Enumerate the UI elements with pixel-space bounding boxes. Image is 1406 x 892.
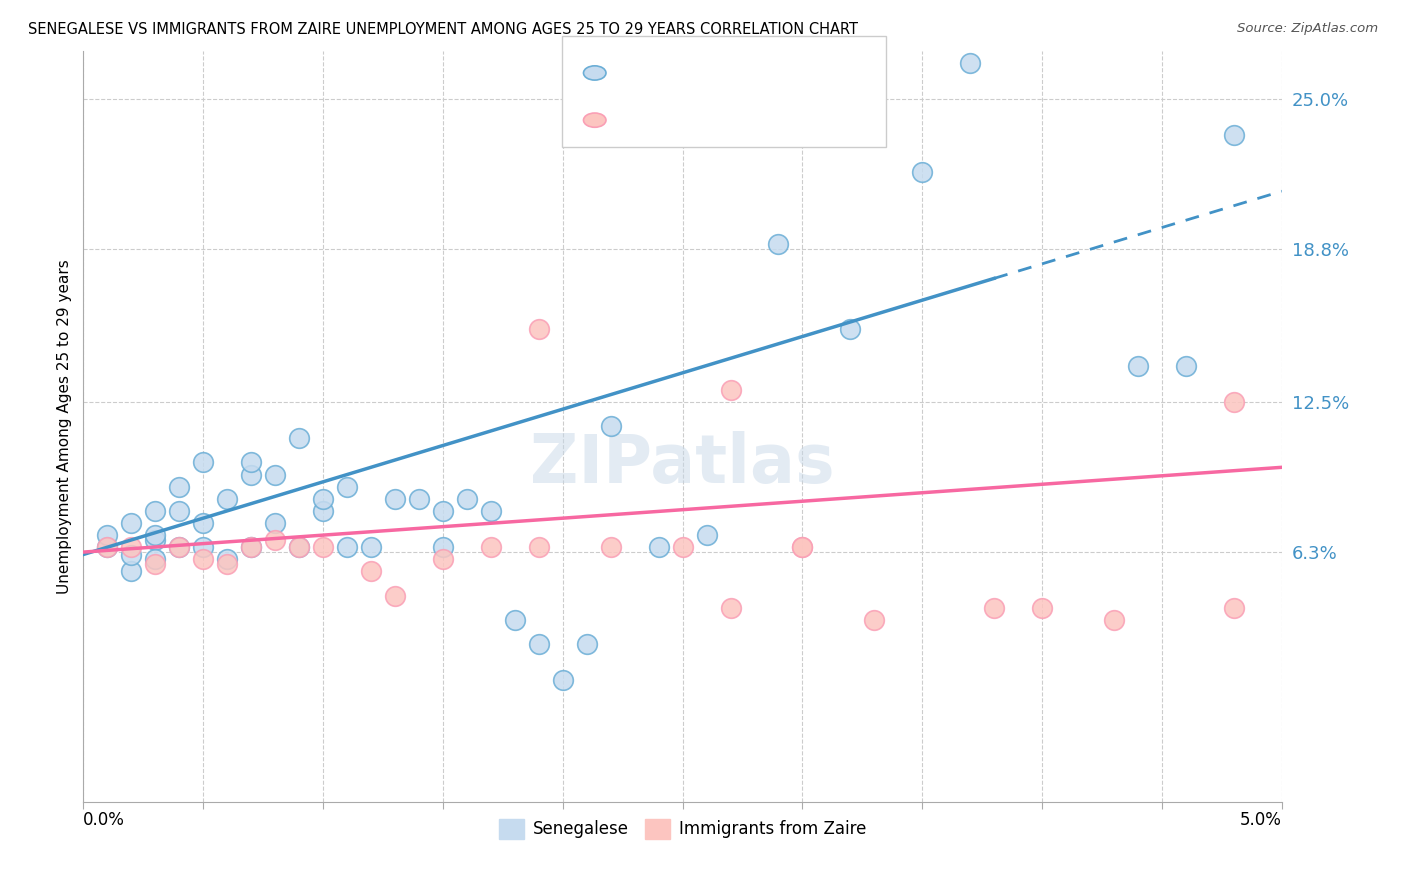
Point [288, 540, 311, 554]
Point [360, 540, 382, 554]
Point [288, 540, 311, 554]
Point [312, 491, 335, 506]
Point [264, 467, 287, 482]
Point [720, 600, 742, 615]
Point [503, 613, 526, 627]
Point [1223, 128, 1246, 143]
Point [264, 533, 287, 547]
Point [120, 565, 142, 579]
Point [312, 540, 335, 554]
Point [240, 540, 263, 554]
Point [1223, 395, 1246, 409]
Point [191, 540, 214, 554]
Point [792, 540, 814, 554]
Point [120, 516, 142, 530]
Point [167, 540, 190, 554]
Point [456, 491, 478, 506]
Point [96, 540, 118, 554]
Text: 0.364: 0.364 [661, 64, 717, 82]
Point [167, 480, 190, 494]
Point [839, 322, 862, 336]
Point [143, 552, 166, 566]
Text: Source: ZipAtlas.com: Source: ZipAtlas.com [1237, 22, 1378, 36]
Text: 24: 24 [756, 112, 782, 129]
Point [264, 516, 287, 530]
Point [432, 504, 454, 518]
Point [240, 540, 263, 554]
Point [575, 637, 598, 651]
Y-axis label: Unemployment Among Ages 25 to 29 years: Unemployment Among Ages 25 to 29 years [58, 259, 72, 593]
Text: N =: N = [710, 112, 762, 129]
Point [384, 589, 406, 603]
Point [143, 504, 166, 518]
Point [1031, 600, 1053, 615]
Point [720, 383, 742, 397]
Point [959, 55, 981, 70]
Text: R =: R = [616, 64, 655, 82]
Point [120, 540, 142, 554]
Point [432, 552, 454, 566]
Point [1126, 359, 1149, 373]
Point [384, 491, 406, 506]
Text: 49: 49 [756, 64, 782, 82]
Legend: Senegalese, Immigrants from Zaire: Senegalese, Immigrants from Zaire [492, 812, 873, 846]
Point [143, 528, 166, 542]
Point [217, 558, 239, 572]
Point [240, 467, 263, 482]
Point [336, 540, 359, 554]
Point [696, 528, 718, 542]
Point [1175, 359, 1198, 373]
Point [551, 673, 574, 688]
Point [599, 419, 621, 434]
Point [432, 540, 454, 554]
Point [527, 637, 550, 651]
Text: SENEGALESE VS IMMIGRANTS FROM ZAIRE UNEMPLOYMENT AMONG AGES 25 TO 29 YEARS CORRE: SENEGALESE VS IMMIGRANTS FROM ZAIRE UNEM… [28, 22, 858, 37]
Point [647, 540, 669, 554]
Point [1102, 613, 1125, 627]
Point [312, 504, 335, 518]
Text: R =: R = [616, 112, 661, 129]
Point [911, 165, 934, 179]
Point [768, 237, 790, 252]
Point [599, 540, 621, 554]
Point [792, 540, 814, 554]
Point [527, 322, 550, 336]
Point [167, 504, 190, 518]
Point [143, 558, 166, 572]
Point [983, 600, 1005, 615]
Point [191, 455, 214, 469]
Point [191, 516, 214, 530]
Point [408, 491, 430, 506]
Point [217, 552, 239, 566]
Point [96, 540, 118, 554]
Point [143, 533, 166, 547]
Point [217, 491, 239, 506]
Point [527, 540, 550, 554]
Point [191, 552, 214, 566]
Text: ZIPatlas: ZIPatlas [530, 431, 835, 497]
Text: N =: N = [710, 64, 762, 82]
Point [96, 528, 118, 542]
Text: 0.161: 0.161 [661, 112, 717, 129]
Point [288, 431, 311, 445]
Point [240, 455, 263, 469]
Point [479, 540, 502, 554]
Point [167, 540, 190, 554]
Text: 5.0%: 5.0% [1240, 811, 1282, 830]
Point [1223, 600, 1246, 615]
Point [863, 613, 886, 627]
Point [360, 565, 382, 579]
Point [671, 540, 693, 554]
Point [336, 480, 359, 494]
Point [479, 504, 502, 518]
Text: 0.0%: 0.0% [83, 811, 125, 830]
Point [120, 548, 142, 562]
